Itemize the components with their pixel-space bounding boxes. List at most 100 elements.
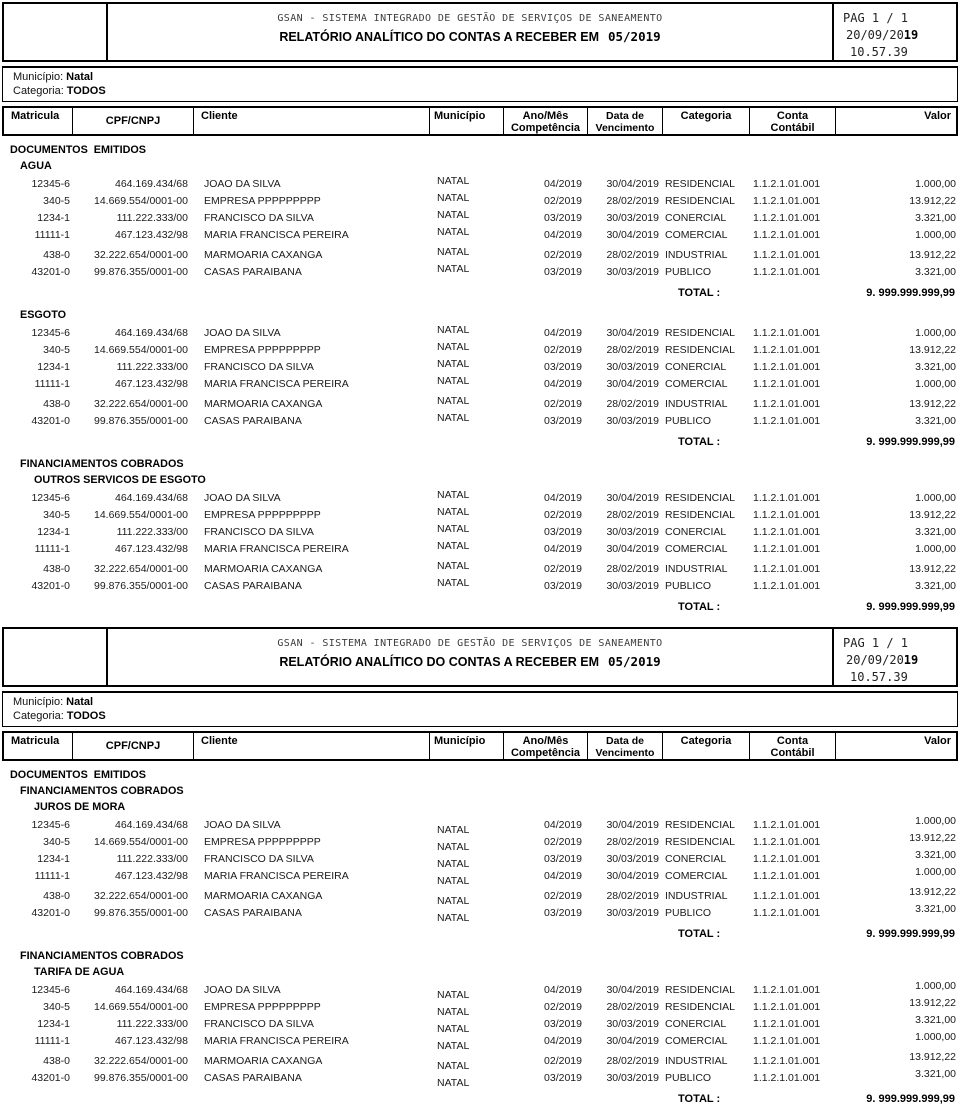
- cell-cliente: MARMOARIA CAXANGA: [204, 1055, 323, 1067]
- table-row: 12345-6 464.169.434/68 JOAO DA SILVA NATAL 0…: [2, 325, 958, 342]
- cell-cpf_cnpj: 32.222.654/0001-00: [93, 1055, 188, 1067]
- cell-vencimento: 30/04/2019: [606, 819, 659, 831]
- table-row: 43201-0 99.876.355/0001-00 CASAS PARAIBANA…: [2, 905, 958, 922]
- cell-cliente: MARIA FRANCISCA PEREIRA: [204, 870, 349, 882]
- cell-ano_mes: 03/2019: [544, 212, 582, 224]
- cell-categoria: INDUSTRIAL: [665, 890, 728, 902]
- total-value: 9. 999.999.999,99: [866, 287, 955, 299]
- cell-municipio: NATAL: [437, 561, 470, 572]
- table-row: 1234-1 111.222.333/00 FRANCISCO DA SILVA NA…: [2, 359, 958, 376]
- cell-valor: 3.321,00: [915, 361, 956, 373]
- cell-conta: 1.1.2.1.01.001: [753, 543, 821, 555]
- cell-valor: 1.000,00: [915, 492, 956, 504]
- cell-vencimento: 30/03/2019: [606, 580, 659, 592]
- header-titles: GSAN - SISTEMA INTEGRADO DE GESTÃO DE SE…: [108, 4, 832, 60]
- cell-vencimento: 30/04/2019: [606, 492, 659, 504]
- cell-conta: 1.1.2.1.01.001: [753, 907, 821, 919]
- cell-categoria: RESIDENCIAL: [665, 344, 736, 356]
- table-column-header: Matricula CPF/CNPJ Cliente Município Ano…: [2, 731, 958, 761]
- report-time: 10.57.39: [850, 670, 908, 684]
- cell-ano_mes: 04/2019: [544, 327, 582, 339]
- cell-cliente: FRANCISCO DA SILVA: [204, 853, 314, 865]
- cell-cpf_cnpj: 99.876.355/0001-00: [93, 415, 188, 427]
- cell-vencimento: 28/02/2019: [606, 563, 659, 575]
- cell-ano_mes: 03/2019: [544, 266, 582, 278]
- cell-valor: 3.321,00: [915, 905, 956, 915]
- cell-categoria: INDUSTRIAL: [665, 1055, 728, 1067]
- section-header: AGUA: [20, 160, 52, 172]
- cell-conta: 1.1.2.1.01.001: [753, 327, 821, 339]
- table-row: 43201-0 99.876.355/0001-00 CASAS PARAIBANA…: [2, 264, 958, 281]
- total-row: TOTAL : 9. 999.999.999,99: [2, 599, 958, 615]
- cell-cpf_cnpj: 99.876.355/0001-00: [93, 907, 188, 919]
- cell-municipio: NATAL: [437, 325, 470, 336]
- table-row: 438-0 32.222.654/0001-00 MARMOARIA CAXANGA…: [2, 561, 958, 578]
- total-label: TOTAL :: [678, 601, 721, 613]
- cell-ano_mes: 03/2019: [544, 580, 582, 592]
- cell-ano_mes: 03/2019: [544, 526, 582, 538]
- cell-valor: 3.321,00: [915, 212, 956, 224]
- cell-ano_mes: 04/2019: [544, 984, 582, 996]
- table-row: 1234-1 111.222.333/00 FRANCISCO DA SILVA NA…: [2, 1016, 958, 1033]
- cell-valor: 1.000,00: [915, 817, 956, 827]
- cell-matricula: 43201-0: [31, 415, 70, 427]
- cell-vencimento: 28/02/2019: [606, 195, 659, 207]
- table-row: 11111-1 467.123.432/98 MARIA FRANCISCA PER…: [2, 227, 958, 244]
- categoria-line: Categoria: TODOS: [13, 85, 106, 97]
- table-column-header: Matricula CPF/CNPJ Cliente Município Ano…: [2, 106, 958, 136]
- cell-matricula: 1234-1: [37, 1018, 70, 1030]
- cell-municipio: NATAL: [437, 895, 470, 905]
- cell-cliente: CASAS PARAIBANA: [204, 907, 302, 919]
- cell-matricula: 11111-1: [34, 543, 70, 555]
- municipio-line: Município: Natal: [13, 696, 94, 708]
- report-title-text: RELATÓRIO ANALÍTICO DO CONTAS A RECEBER …: [279, 655, 599, 669]
- cell-municipio: NATAL: [437, 376, 470, 387]
- report-date: 20/09/2019: [846, 653, 919, 667]
- cell-conta: 1.1.2.1.01.001: [753, 212, 821, 224]
- cell-matricula: 12345-6: [31, 984, 70, 996]
- cell-categoria: RESIDENCIAL: [665, 1001, 736, 1013]
- cell-ano_mes: 04/2019: [544, 870, 582, 882]
- cell-valor: 3.321,00: [915, 526, 956, 538]
- cell-cliente: MARMOARIA CAXANGA: [204, 890, 323, 902]
- report-page-2: GSAN - SISTEMA INTEGRADO DE GESTÃO DE SE…: [0, 625, 967, 1107]
- cell-categoria: RESIDENCIAL: [665, 492, 736, 504]
- cell-conta: 1.1.2.1.01.001: [753, 229, 821, 241]
- page-info-box: PAG 1 / 1 20/09/2019 10.57.39: [832, 629, 956, 685]
- cell-categoria: INDUSTRIAL: [665, 398, 728, 410]
- cell-conta: 1.1.2.1.01.001: [753, 984, 821, 996]
- table-row: 340-5 14.669.554/0001-00 EMPRESA PPPPPPPPP…: [2, 999, 958, 1016]
- total-row: TOTAL : 9. 999.999.999,99: [2, 285, 958, 301]
- cell-conta: 1.1.2.1.01.001: [753, 398, 821, 410]
- cell-municipio: NATAL: [437, 1060, 470, 1070]
- cell-municipio: NATAL: [437, 858, 470, 868]
- cell-municipio: NATAL: [437, 264, 470, 275]
- cell-cpf_cnpj: 111.222.333/00: [116, 853, 188, 865]
- cell-cpf_cnpj: 467.123.432/98: [115, 1035, 188, 1047]
- cell-municipio: NATAL: [437, 193, 470, 204]
- cell-matricula: 12345-6: [31, 819, 70, 831]
- cell-matricula: 1234-1: [37, 853, 70, 865]
- report-header: GSAN - SISTEMA INTEGRADO DE GESTÃO DE SE…: [2, 627, 958, 687]
- report-title: RELATÓRIO ANALÍTICO DO CONTAS A RECEBER …: [108, 654, 832, 669]
- cell-vencimento: 28/02/2019: [606, 344, 659, 356]
- total-value: 9. 999.999.999,99: [866, 928, 955, 940]
- cell-matricula: 1234-1: [37, 361, 70, 373]
- cell-cpf_cnpj: 14.669.554/0001-00: [93, 344, 188, 356]
- section-header: JUROS DE MORA: [34, 801, 126, 813]
- cell-valor: 3.321,00: [915, 851, 956, 861]
- cell-matricula: 340-5: [43, 1001, 70, 1013]
- cell-categoria: CONERCIAL: [665, 526, 727, 538]
- cell-municipio: NATAL: [437, 1023, 470, 1033]
- table-row: 12345-6 464.169.434/68 JOAO DA SILVA NATAL 0…: [2, 817, 958, 834]
- report-period: 05/2019: [607, 29, 661, 44]
- cell-matricula: 438-0: [43, 890, 70, 902]
- cell-cpf_cnpj: 14.669.554/0001-00: [93, 1001, 188, 1013]
- report-section: ESGOTO 12345-6 464.169.434/68 JOAO DA SILVA…: [0, 307, 967, 450]
- total-row: TOTAL : 9. 999.999.999,99: [2, 434, 958, 450]
- section-header: OUTROS SERVICOS DE ESGOTO: [34, 474, 206, 486]
- report-section: FINANCIAMENTOS COBRADOS OUTROS SERVICOS D…: [0, 456, 967, 615]
- cell-conta: 1.1.2.1.01.001: [753, 361, 821, 373]
- cell-conta: 1.1.2.1.01.001: [753, 1035, 821, 1047]
- cell-ano_mes: 04/2019: [544, 543, 582, 555]
